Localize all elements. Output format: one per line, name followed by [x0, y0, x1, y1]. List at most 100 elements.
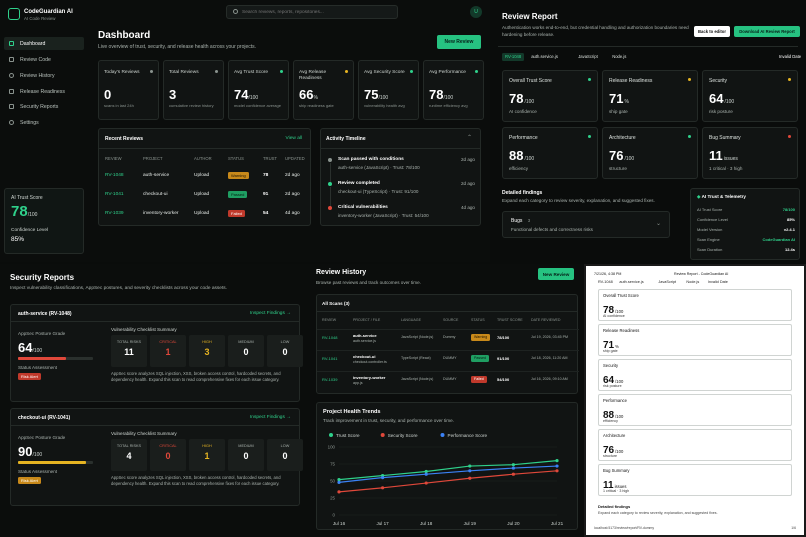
divider: [498, 46, 798, 47]
file-name: app.js: [353, 381, 363, 385]
table-row[interactable]: RV-1039 inventory-worker Upload Failed 5…: [99, 209, 312, 223]
search-bar[interactable]: [226, 5, 398, 19]
review-id[interactable]: RV-1041: [322, 356, 338, 361]
sidebar-item-review-code[interactable]: Review Code: [4, 53, 84, 66]
avatar-initial: U: [474, 9, 478, 15]
risk-label: HIGH: [202, 444, 212, 448]
new-review-button[interactable]: New Review: [437, 35, 481, 49]
updated-time: 4d ago: [285, 211, 300, 216]
print-metric-card: Bug Summary 11issues 1 critical · 3 high: [598, 464, 792, 496]
sidebar-item-release-readiness[interactable]: Release Readiness: [4, 85, 84, 98]
risk-label: HIGH: [202, 340, 212, 344]
download-report-button[interactable]: Download AI Review Report: [734, 26, 800, 37]
x-tick-label: Jul 20: [507, 521, 520, 526]
sidebar-item-security-reports[interactable]: Security Reports: [4, 100, 84, 113]
print-metric-note: AI confidence: [603, 314, 625, 318]
table-row[interactable]: RV-1041 checkout-ui Upload Passed 91 2d …: [99, 190, 312, 204]
risk-tile: LOW 0: [267, 439, 303, 471]
chevron-up-icon[interactable]: ⌃: [466, 135, 472, 141]
column-header: TRUST: [263, 156, 277, 161]
metric-label: Security: [709, 78, 728, 84]
activity-time: 2d ago: [460, 181, 475, 186]
history-new-review-button[interactable]: New Review: [538, 268, 574, 280]
legend-label: Security Score: [388, 433, 418, 438]
back-to-editor-button[interactable]: Back to editor: [694, 26, 730, 37]
legend-label: Performance Score: [448, 433, 488, 438]
sidebar-label: Security Reports: [20, 103, 59, 110]
print-metric-note: efficiency: [603, 419, 618, 423]
review-id[interactable]: RV-1039: [322, 377, 338, 382]
metric-value: 71%: [609, 91, 629, 106]
table-row[interactable]: RV-1039 inventory-worker app.js JavaScri…: [317, 371, 579, 389]
search-input[interactable]: [242, 8, 392, 17]
timeline-line: [329, 187, 331, 207]
inspect-findings-link[interactable]: Inspect Findings →: [249, 311, 291, 316]
column-header: TRUST SCORE: [497, 318, 523, 322]
stat-note: scans in last 24h: [104, 103, 134, 108]
view-all-link[interactable]: View all: [285, 136, 302, 141]
print-metric-note: risk posture: [603, 384, 622, 388]
metric-label: Architecture: [609, 135, 636, 141]
data-point: [468, 476, 472, 480]
stat-value: 75/100: [364, 87, 389, 102]
column-header: STATUS: [228, 156, 244, 161]
table-row[interactable]: RV-1041 checkout-ui checkout.controller.…: [317, 350, 579, 368]
series-line-0: [338, 460, 558, 481]
risk-value: 0: [282, 347, 288, 357]
status-dot: [788, 135, 791, 138]
inspect-findings-link[interactable]: Inspect Findings →: [249, 415, 291, 420]
metric-note: AI confidence: [509, 109, 537, 114]
review-id[interactable]: RV-1048: [105, 173, 124, 178]
sidebar-label: Dashboard: [20, 40, 46, 47]
timeline-dot: [328, 158, 332, 162]
risk-label: CRITICAL: [159, 444, 177, 448]
divider: [99, 148, 310, 149]
activity-title: Scan passed with conditions: [338, 157, 404, 162]
bugs-accordion[interactable]: Bugs 3 Functional defects and correctnes…: [502, 211, 670, 238]
sidebar-item-review-history[interactable]: Review History: [4, 69, 84, 82]
sidebar-item-settings[interactable]: Settings: [4, 116, 84, 129]
detailed-findings-desc: Expand each category to review severity,…: [502, 198, 655, 203]
risk-label: MEDIUM: [238, 444, 254, 448]
file-name: checkout.controller.ts: [353, 360, 387, 364]
avatar[interactable]: U: [470, 6, 482, 18]
risk-value: 0: [243, 451, 249, 461]
column-header: UPDATED: [285, 156, 305, 161]
review-id[interactable]: RV-1039: [105, 211, 124, 216]
security-card: auth-service (RV-1048) Inspect Findings …: [10, 304, 303, 402]
telemetry-key: AI Trust Score: [697, 207, 723, 212]
review-id[interactable]: RV-1041: [105, 192, 124, 197]
print-metric-value: 71%: [603, 340, 619, 351]
stat-note: vulnerability health avg: [364, 103, 405, 108]
data-point: [555, 459, 559, 463]
bugs-desc: Functional defects and correctness risks: [511, 227, 593, 232]
telemetry-key: Confidence Level: [697, 217, 728, 222]
activity-sub: auth-service (JavaScript) · Trust: 78/10…: [338, 165, 420, 170]
column-header: AUTHOR: [194, 156, 212, 161]
column-header: STATUS: [471, 318, 485, 322]
risk-tile: LOW 0: [267, 335, 303, 367]
metric-note: structure: [609, 166, 627, 171]
stat-label: Avg Performance: [429, 70, 466, 75]
status-label: Status Assessment: [18, 469, 58, 474]
language: TypeScript (React): [401, 356, 431, 360]
data-point: [424, 481, 428, 485]
report-chip: RV-1048: [502, 53, 525, 61]
print-metric-label: Overall Trust Score: [603, 293, 639, 298]
legend-swatch: [329, 433, 333, 437]
history-title: Review History: [316, 269, 367, 276]
sidebar-item-dashboard[interactable]: Dashboard: [4, 37, 84, 50]
data-point: [468, 469, 472, 473]
review-id[interactable]: RV-1048: [322, 335, 338, 340]
series-line-1: [338, 470, 558, 493]
data-point: [381, 486, 385, 490]
metric-note: 1 critical · 3 high: [709, 166, 743, 171]
metric-note: risk posture: [709, 109, 733, 114]
sidebar-label: Release Readiness: [20, 88, 65, 95]
report-metric-card: Bug Summary 11issues 1 critical · 3 high: [702, 127, 798, 179]
print-chip: Node.js: [686, 280, 700, 284]
table-row[interactable]: RV-1048 auth-service Upload Warning 78 2…: [99, 171, 312, 185]
risk-tile: MEDIUM 0: [228, 335, 264, 367]
activity-time: 2d ago: [460, 157, 475, 162]
table-row[interactable]: RV-1048 auth-service auth.service.js Jav…: [317, 329, 579, 347]
